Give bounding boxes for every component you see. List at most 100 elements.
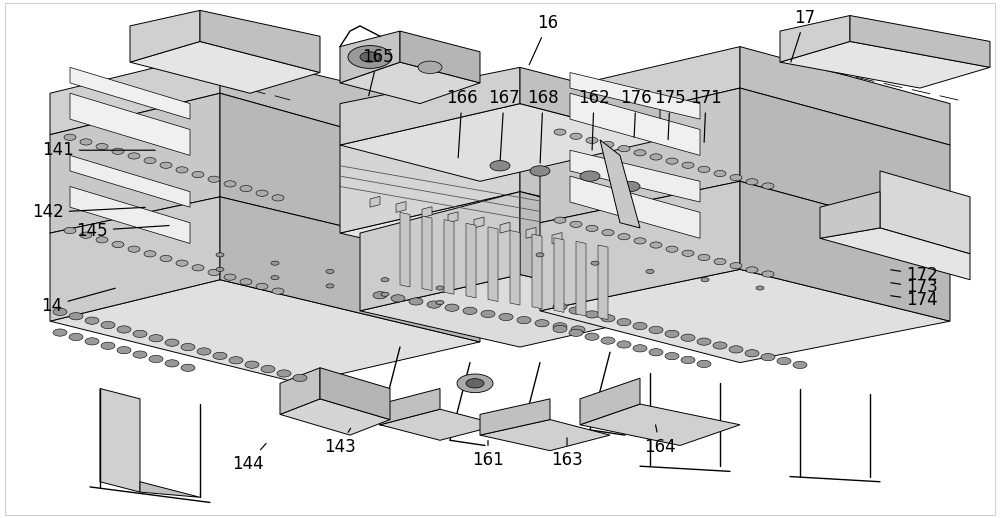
Polygon shape: [340, 104, 660, 181]
Text: 163: 163: [551, 438, 583, 469]
Circle shape: [197, 348, 211, 355]
Polygon shape: [580, 378, 640, 425]
Polygon shape: [466, 223, 476, 298]
Polygon shape: [740, 181, 950, 321]
Circle shape: [553, 323, 567, 330]
Polygon shape: [422, 216, 432, 291]
Text: 17: 17: [791, 9, 816, 62]
Polygon shape: [340, 62, 480, 104]
Circle shape: [436, 286, 444, 290]
Circle shape: [208, 176, 220, 182]
Polygon shape: [70, 186, 190, 243]
Circle shape: [601, 315, 615, 322]
Text: 161: 161: [472, 440, 504, 469]
Polygon shape: [340, 192, 700, 275]
Circle shape: [553, 303, 567, 310]
Polygon shape: [600, 140, 640, 228]
Circle shape: [569, 329, 583, 337]
Polygon shape: [850, 16, 990, 67]
Polygon shape: [448, 212, 458, 223]
Polygon shape: [320, 368, 390, 420]
Circle shape: [682, 250, 694, 256]
Polygon shape: [570, 93, 700, 155]
Circle shape: [80, 139, 92, 145]
Polygon shape: [130, 10, 200, 62]
Circle shape: [69, 313, 83, 320]
Circle shape: [176, 167, 188, 173]
Circle shape: [729, 346, 743, 353]
Circle shape: [730, 175, 742, 181]
Polygon shape: [200, 10, 320, 73]
Circle shape: [391, 295, 405, 302]
Circle shape: [240, 279, 252, 285]
Polygon shape: [340, 31, 400, 83]
Circle shape: [569, 307, 583, 314]
Polygon shape: [396, 202, 406, 212]
Polygon shape: [50, 280, 480, 383]
Polygon shape: [50, 93, 480, 207]
Circle shape: [144, 157, 156, 164]
Polygon shape: [540, 88, 740, 223]
Circle shape: [101, 342, 115, 350]
Text: 145: 145: [76, 222, 169, 239]
Polygon shape: [740, 88, 950, 238]
Polygon shape: [820, 228, 970, 280]
Circle shape: [602, 141, 614, 148]
Polygon shape: [570, 176, 700, 238]
Polygon shape: [540, 181, 950, 280]
Polygon shape: [540, 47, 740, 135]
Circle shape: [176, 260, 188, 266]
Circle shape: [793, 362, 807, 369]
Circle shape: [216, 267, 224, 271]
Circle shape: [144, 251, 156, 257]
Polygon shape: [444, 220, 454, 294]
Circle shape: [681, 356, 695, 364]
Text: 176: 176: [620, 90, 652, 137]
Text: 14: 14: [41, 288, 115, 314]
Text: 173: 173: [891, 279, 938, 296]
Circle shape: [714, 258, 726, 265]
Circle shape: [517, 316, 531, 324]
Polygon shape: [220, 93, 480, 259]
Polygon shape: [580, 404, 740, 445]
Circle shape: [192, 171, 204, 178]
Circle shape: [697, 338, 711, 346]
Circle shape: [112, 241, 124, 248]
Polygon shape: [70, 67, 190, 119]
Circle shape: [554, 217, 566, 223]
Circle shape: [373, 292, 387, 299]
Polygon shape: [50, 93, 220, 233]
Circle shape: [348, 46, 392, 68]
Circle shape: [585, 311, 599, 318]
Text: 171: 171: [690, 90, 722, 142]
Circle shape: [762, 183, 774, 189]
Circle shape: [466, 379, 484, 388]
Circle shape: [271, 276, 279, 280]
Circle shape: [80, 232, 92, 238]
Circle shape: [746, 267, 758, 273]
Circle shape: [756, 286, 764, 290]
Circle shape: [381, 278, 389, 282]
Circle shape: [649, 349, 663, 356]
Circle shape: [713, 342, 727, 349]
Circle shape: [117, 347, 131, 354]
Polygon shape: [480, 420, 610, 451]
Circle shape: [553, 325, 567, 333]
Circle shape: [666, 246, 678, 252]
Polygon shape: [520, 192, 680, 311]
Circle shape: [181, 343, 195, 351]
Polygon shape: [220, 52, 480, 166]
Circle shape: [580, 171, 600, 181]
Polygon shape: [570, 73, 700, 119]
Polygon shape: [880, 171, 970, 254]
Circle shape: [682, 162, 694, 168]
Polygon shape: [552, 233, 562, 243]
Polygon shape: [340, 67, 520, 145]
Circle shape: [746, 179, 758, 185]
Polygon shape: [70, 93, 190, 155]
Circle shape: [85, 338, 99, 345]
Circle shape: [133, 330, 147, 338]
Polygon shape: [130, 41, 320, 93]
Circle shape: [777, 357, 791, 365]
Circle shape: [128, 246, 140, 252]
